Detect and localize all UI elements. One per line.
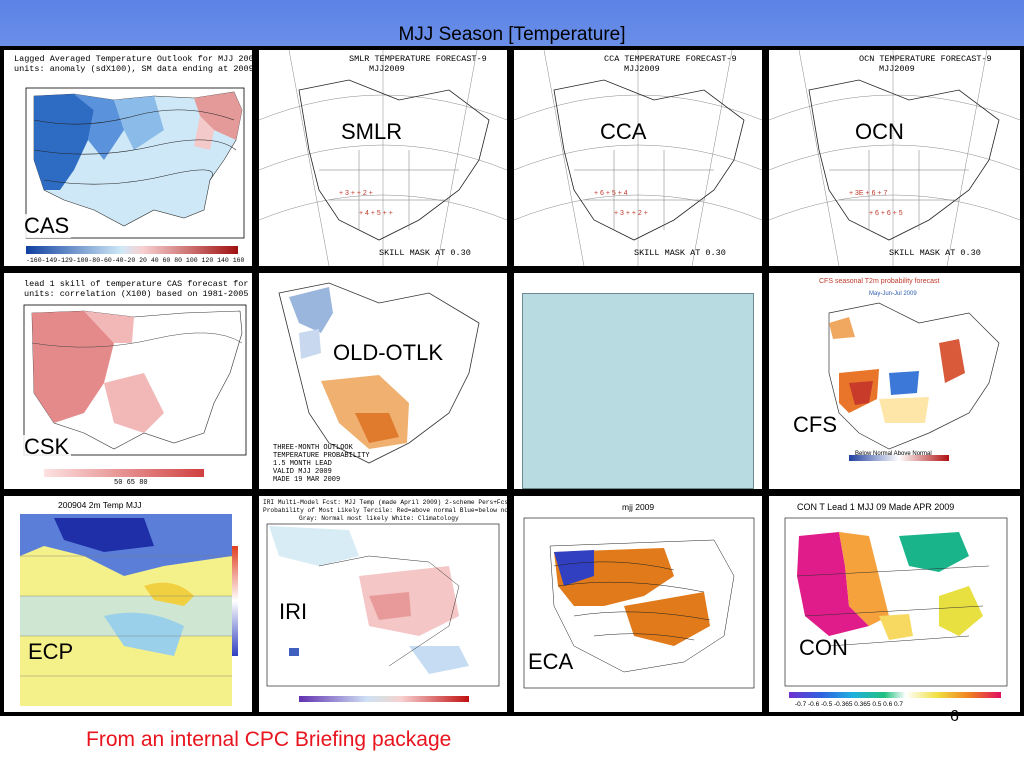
panel-label-ecp: ECP xyxy=(28,639,74,664)
cfs-caption-2: May-Jun-Jul 2009 xyxy=(869,291,917,297)
panel-cfs: CFS seasonal T2m probability forecast Ma… xyxy=(769,273,1020,489)
footer-note: From an internal CPC Briefing package xyxy=(86,728,452,751)
csk-caption-1: lead 1 skill of temperature CAS forecast… xyxy=(24,279,252,289)
ocn-caption-1: OCN TEMPERATURE FORECAST-9 xyxy=(859,54,992,64)
con-map xyxy=(784,517,1008,698)
con-caption-1: CON T Lead 1 MJJ 09 Made APR 2009 xyxy=(797,502,955,512)
old-otlk-caption-2: TEMPERATURE PROBABILITY xyxy=(273,452,370,460)
smlr-footer: SKILL MASK AT 0.30 xyxy=(379,248,471,258)
ecp-caption-1: 200904 2m Temp MJJ xyxy=(58,500,142,510)
panel-con: CON T Lead 1 MJJ 09 Made APR 2009 -0.7 xyxy=(769,496,1020,712)
ocn-footer: SKILL MASK AT 0.30 xyxy=(889,248,981,258)
panel-label-iri: IRI xyxy=(279,599,308,624)
old-otlk-caption-4: VALID MJJ 2009 xyxy=(273,468,332,476)
panel-ecp: 200904 2m Temp MJJ ECP xyxy=(4,496,252,712)
iri-map xyxy=(266,523,500,702)
panel-label-cca: CCA xyxy=(600,119,647,144)
iri-caption-2: Probability of Most Likely Tercile: Red=… xyxy=(263,507,507,514)
smlr-map xyxy=(259,50,507,266)
panel-old-otlk: THREE-MONTH OUTLOOK TEMPERATURE PROBABIL… xyxy=(259,273,507,489)
old-otlk-caption-5: MADE 19 MAR 2009 xyxy=(273,476,341,484)
panel-label-cfs: CFS xyxy=(793,412,837,437)
smlr-caption-1: SMLR TEMPERATURE FORECAST-9 xyxy=(349,54,487,64)
panel-csk: lead 1 skill of temperature CAS forecast… xyxy=(4,273,252,489)
csk-map xyxy=(23,304,247,477)
old-otlk-caption-1: THREE-MONTH OUTLOOK xyxy=(273,444,353,452)
cca-footer: SKILL MASK AT 0.30 xyxy=(634,248,726,258)
cfs-map xyxy=(828,302,1000,461)
con-colorbar-labels: -0.7 -0.6 -0.5 -0.365 0.365 0.5 0.6 0.7 xyxy=(795,701,904,708)
slide-title: MJJ Season [Temperature] xyxy=(398,24,626,45)
panel-smlr: SMLR TEMPERATURE FORECAST-9 MJJ2009 + 3 … xyxy=(259,50,507,266)
panel-label-eca: ECA xyxy=(528,649,574,674)
iri-caption-3: Gray: Normal most likely White: Climatol… xyxy=(299,515,459,522)
panel-iri: IRI Multi-Model Fcst: MJJ Temp (made Apr… xyxy=(259,496,507,712)
csk-colorbar-labels: 50 65 80 xyxy=(114,479,148,487)
panel-grid: Lagged Averaged Temperature Outlook for … xyxy=(0,46,1024,716)
panel-label-csk: CSK xyxy=(22,434,72,459)
smlr-caption-2: MJJ2009 xyxy=(369,64,405,74)
ocn-map xyxy=(769,50,1020,266)
panel-label-smlr: SMLR xyxy=(341,119,403,144)
panel-eca: mjj 2009 ECA xyxy=(514,496,762,712)
ecp-map xyxy=(20,514,238,706)
cca-map xyxy=(514,50,762,266)
old-otlk-caption-3: 1.5 MONTH LEAD xyxy=(273,460,332,468)
iri-caption-1: IRI Multi-Model Fcst: MJJ Temp (made Apr… xyxy=(263,499,507,506)
panel-cas: Lagged Averaged Temperature Outlook for … xyxy=(4,50,252,266)
eca-map xyxy=(523,517,755,689)
cca-caption-2: MJJ2009 xyxy=(624,64,660,74)
cfs-legend: Below Normal Above Normal xyxy=(855,451,932,457)
panel-label-old-otlk: OLD-OTLK xyxy=(333,340,444,365)
page-number: 6 xyxy=(950,708,959,725)
old-otlk-map xyxy=(278,282,480,464)
cfs-caption-1: CFS seasonal T2m probability forecast xyxy=(819,278,940,285)
panel-cca: CCA TEMPERATURE FORECAST-9 MJJ2009 + 6 +… xyxy=(514,50,762,266)
cas-caption-2: units: anomaly (sdX100), SM data ending … xyxy=(14,64,252,74)
header-band xyxy=(0,0,1024,46)
panel-label-cas: CAS xyxy=(22,213,72,238)
cas-colorbar-labels: -160-149-129-100-80-60-40-20 20 40 60 80… xyxy=(26,257,245,264)
csk-caption-2: units: correlation (X100) based on 1981-… xyxy=(24,289,249,299)
blank-placeholder xyxy=(522,293,754,489)
panel-label-con: CON xyxy=(799,635,848,660)
cas-map xyxy=(25,87,245,254)
panel-label-ocn: OCN xyxy=(855,119,904,144)
ocn-caption-2: MJJ2009 xyxy=(879,64,915,74)
panel-ocn: OCN TEMPERATURE FORECAST-9 MJJ2009 + 3E … xyxy=(769,50,1020,266)
panel-empty xyxy=(514,273,762,489)
cca-caption-1: CCA TEMPERATURE FORECAST-9 xyxy=(604,54,737,64)
cas-caption-1: Lagged Averaged Temperature Outlook for … xyxy=(14,54,252,64)
eca-caption-1: mjj 2009 xyxy=(622,502,655,512)
